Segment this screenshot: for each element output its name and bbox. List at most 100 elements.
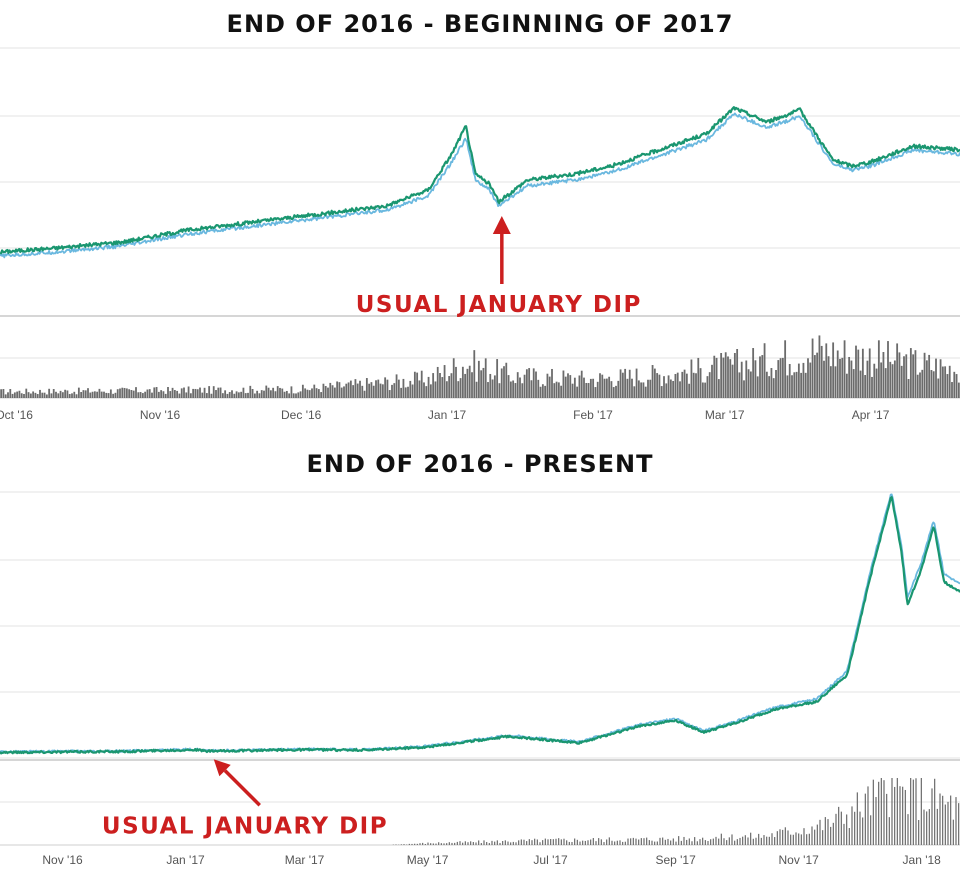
volume-bar — [615, 385, 617, 398]
volume-bar — [790, 834, 792, 845]
volume-bar — [736, 839, 738, 845]
volume-bar — [835, 813, 837, 845]
volume-bar — [461, 366, 464, 398]
volume-bar — [658, 374, 661, 398]
volume-bar — [579, 841, 581, 845]
volume-bar — [930, 370, 933, 398]
volume-bar — [48, 388, 51, 398]
volume-bar — [563, 838, 565, 845]
volume-bar — [656, 373, 659, 398]
volume-bar — [667, 838, 669, 845]
volume-bar — [397, 379, 400, 398]
volume-bar — [951, 382, 953, 398]
volume-bar — [558, 838, 560, 845]
chart-panel-bottom: END OF 2016 - PRESENT Nov '16 Jan '17 Mar … — [0, 440, 960, 870]
volume-bar — [802, 362, 805, 398]
volume-bar — [872, 779, 874, 845]
volume-bar — [482, 367, 485, 398]
volume-bar — [816, 824, 818, 845]
volume-bar — [711, 364, 713, 398]
x-tick-label: Nov '16 — [140, 408, 181, 422]
volume-bar — [486, 842, 488, 845]
volume-bar — [644, 386, 647, 398]
volume-bar — [515, 842, 517, 845]
volume-bar — [787, 830, 789, 845]
volume-bar — [333, 387, 336, 398]
volume-bar — [467, 842, 469, 845]
volume-bar — [915, 778, 917, 845]
volume-bar — [612, 387, 615, 398]
volume-bar — [726, 840, 728, 845]
volume-bar — [819, 819, 821, 845]
volume-bar — [100, 391, 103, 398]
volume-bar — [672, 838, 674, 845]
annotation-0: USUAL JANUARY DIP — [356, 216, 640, 318]
volume-bar — [160, 390, 163, 398]
volume-bar — [228, 392, 231, 398]
volume-bar — [237, 392, 240, 398]
volume-bar — [665, 383, 668, 398]
volume-bar — [904, 789, 906, 845]
volume-bar — [473, 350, 476, 398]
volume-bar — [749, 371, 752, 398]
volume-bar — [866, 360, 869, 398]
volume-bar — [98, 388, 101, 398]
volume-bar — [871, 376, 873, 398]
volume-bar — [827, 819, 829, 845]
volume-bar — [509, 381, 512, 398]
volume-bar — [775, 370, 777, 398]
volume-bar — [640, 382, 643, 398]
volume-bar — [557, 382, 560, 398]
volume-bar — [537, 379, 540, 398]
volume-bar — [852, 369, 855, 398]
volume-bar — [891, 364, 894, 398]
volume-bar — [507, 375, 510, 398]
volume-bar — [683, 369, 686, 398]
volume-bar — [854, 811, 856, 845]
volume-bar — [939, 359, 942, 398]
volume-bar — [420, 370, 423, 398]
volume-bar — [464, 373, 467, 398]
volume-bar — [926, 811, 928, 845]
volume-bar — [475, 381, 478, 398]
volume-bar — [203, 387, 206, 398]
volume-bar — [676, 372, 679, 398]
volume-bar — [587, 840, 589, 845]
volume-bar — [443, 843, 445, 845]
volume-bar — [944, 366, 947, 398]
volume-bar — [468, 365, 471, 398]
volume-bar — [770, 367, 773, 398]
volume-bar — [551, 368, 553, 398]
volume-bar — [324, 386, 327, 398]
volume-bar — [445, 381, 448, 398]
volume-bar — [884, 368, 887, 398]
volume-bar — [635, 368, 638, 398]
volume-bar — [535, 371, 537, 398]
volume-bar — [899, 786, 901, 845]
volume-bar — [488, 843, 490, 845]
volume-bar — [584, 840, 586, 845]
volume-bar — [920, 778, 922, 845]
volume-bar — [624, 841, 626, 845]
volume-bar — [877, 340, 880, 398]
volume-bar — [672, 380, 675, 398]
volume-bar — [510, 842, 512, 845]
volume-bar — [923, 809, 925, 845]
volume-bar — [670, 840, 672, 845]
volume-bar — [528, 839, 530, 845]
volume-bar — [500, 368, 503, 398]
volume-bar — [663, 376, 665, 398]
volume-bar — [834, 366, 837, 398]
volume-bar — [519, 377, 521, 398]
volume-bar — [93, 391, 96, 398]
volume-bar — [9, 389, 12, 398]
volume-bar — [696, 841, 698, 845]
volume-bar — [148, 389, 151, 398]
volume-bar — [52, 389, 55, 398]
volume-bar — [276, 386, 279, 398]
volume-bar — [680, 840, 682, 845]
volume-bar — [189, 393, 192, 398]
volume-bar — [265, 385, 268, 398]
volume-bar — [660, 386, 663, 398]
volume-bar — [598, 838, 600, 845]
